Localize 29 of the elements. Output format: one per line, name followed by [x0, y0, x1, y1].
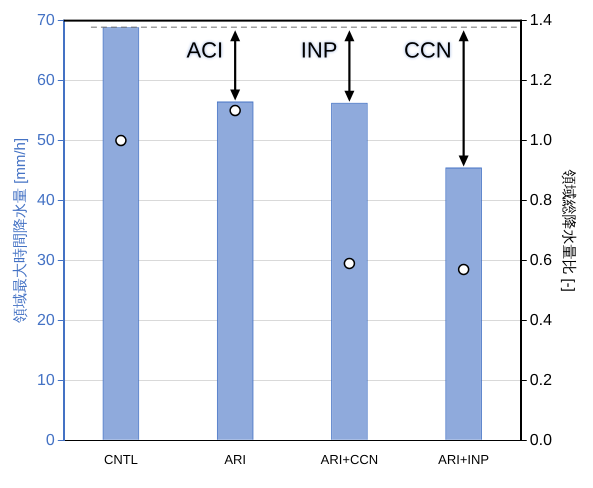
y-tick-label: 40	[37, 192, 55, 209]
y2-axis-title: 領域総降水量比 [-]	[560, 169, 577, 292]
annotation: INP	[300, 37, 338, 62]
x-tick-label: ARI	[224, 452, 246, 467]
y-axis-title: 領域最大時間降水量 [mm/h]	[12, 138, 30, 324]
point	[115, 134, 127, 146]
y2-tick-label: 1.0	[530, 132, 552, 149]
y2-tick-label: 1.2	[530, 72, 552, 89]
y2-tick-label: 0.0	[530, 432, 552, 449]
y-tick-label: 50	[37, 132, 55, 149]
y-tick-label: 70	[37, 12, 55, 30]
y-tick-label: 20	[37, 312, 55, 329]
point	[458, 264, 470, 276]
y-tick-label: 60	[37, 72, 55, 89]
point	[344, 258, 356, 270]
y2-tick-label: 0.4	[530, 312, 552, 329]
y2-tick-label: 1.4	[530, 12, 552, 30]
point	[229, 104, 241, 116]
y-tick-label: 10	[37, 372, 55, 389]
y2-tick-label: 0.2	[530, 372, 552, 389]
x-tick-label: CNTL	[104, 452, 138, 467]
x-tick-label: ARI+INP	[438, 452, 490, 467]
annotation: ACI	[186, 37, 224, 62]
y2-tick-label: 0.8	[530, 192, 552, 209]
y2-tick-label: 0.6	[530, 252, 552, 269]
x-tick-label: ARI+CCN	[320, 452, 378, 467]
y-tick-label: 0	[46, 432, 55, 449]
annotation: CCN	[404, 37, 452, 62]
y-tick-label: 30	[37, 252, 55, 269]
